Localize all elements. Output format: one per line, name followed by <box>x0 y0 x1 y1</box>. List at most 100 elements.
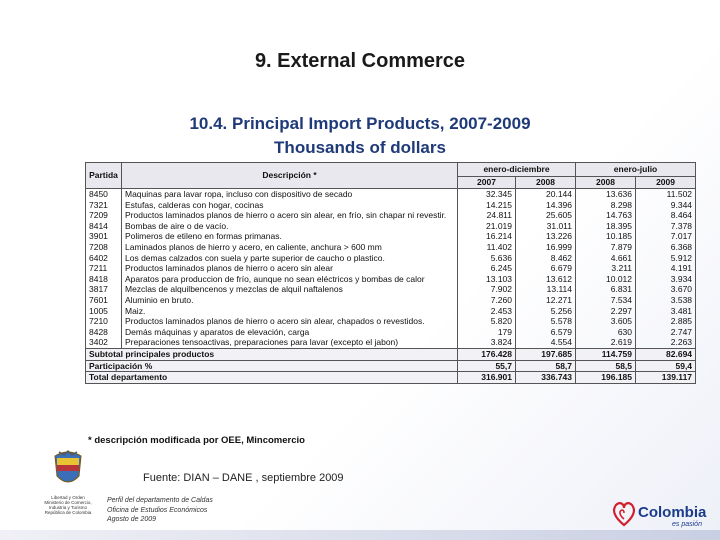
header-year: 2008 <box>514 176 577 189</box>
table-row: 8450 Maquinas para lavar ropa, incluso co… <box>85 187 697 200</box>
slide-title: 9. External Commerce <box>254 50 466 72</box>
value-cell: 2.263 <box>635 337 697 349</box>
table-row: 7321 Estufas, calderas con hogar, cocinas… <box>85 199 697 211</box>
partida-code: 8428 <box>85 326 122 338</box>
table-title: 10.4. Principal Import Products, 2007-20… <box>189 114 531 133</box>
ministry-line: Ministerio de Comercio, <box>44 500 92 505</box>
product-description: Los demas calzados con suela y parte sup… <box>121 252 458 264</box>
summary-row: Total departamento 316.901 336.743 196.185 1… <box>85 371 697 384</box>
profile-line: Agosto de 2009 <box>107 516 157 523</box>
product-description: Bombas de aire o de vacío. <box>121 220 458 232</box>
header-descripcion: Descripción * <box>121 162 458 189</box>
value-cell: 8.464 <box>635 210 697 221</box>
value-cell: 13.103 <box>457 273 516 285</box>
summary-value: 139.117 <box>635 371 697 384</box>
profile-line: Perfil del departamento de Caldas <box>107 497 213 504</box>
summary-value: 82.694 <box>635 347 697 361</box>
summary-value: 316.901 <box>457 371 516 384</box>
value-cell: 6.579 <box>514 326 577 338</box>
value-cell: 2.747 <box>635 326 697 338</box>
value-cell: 6.831 <box>575 284 637 295</box>
table-row: 7210 Productos laminados planos de hierro… <box>85 316 697 327</box>
partida-code: 6402 <box>85 252 122 264</box>
summary-value: 197.685 <box>514 347 577 361</box>
imports-table: Partida Descripción * enero-diciembre en… <box>85 162 697 384</box>
product-description: Demás máquinas y aparatos de elevación, … <box>121 326 458 338</box>
value-cell: 3.481 <box>635 305 697 317</box>
summary-label: Participación % <box>85 359 458 373</box>
footnote: * descripción modificada por OEE, Mincom… <box>88 435 305 446</box>
value-cell: 3.538 <box>635 294 697 306</box>
header-partida: Partida <box>85 162 122 189</box>
partida-code: 3901 <box>85 231 122 242</box>
value-cell: 14.763 <box>575 210 637 221</box>
partida-code: 1005 <box>85 305 122 317</box>
value-cell: 179 <box>457 326 516 338</box>
value-cell: 9.344 <box>635 199 697 211</box>
value-cell: 14.396 <box>514 199 577 211</box>
value-cell: 7.534 <box>575 294 637 306</box>
header-year: 2008 <box>575 176 637 189</box>
value-cell: 32.345 <box>457 187 516 200</box>
partida-code: 7601 <box>85 294 122 306</box>
summary-label: Subtotal principales productos <box>85 347 458 361</box>
product-description: Productos laminados planos de hierro o a… <box>121 263 458 274</box>
value-cell: 14.215 <box>457 199 516 211</box>
product-description: Preparaciones tensoactivas, preparacione… <box>121 337 458 349</box>
partida-code: 7321 <box>85 199 122 211</box>
value-cell: 4.191 <box>635 263 697 274</box>
summary-value: 196.185 <box>575 371 637 384</box>
product-description: Aluminio en bruto. <box>121 294 458 306</box>
profile-credit: Perfil del departamento de Caldas Oficin… <box>107 496 213 525</box>
header-enero-diciembre: enero-diciembre <box>456 162 577 177</box>
value-cell: 2.619 <box>575 337 637 349</box>
value-cell: 5.256 <box>514 305 577 317</box>
value-cell: 630 <box>575 326 637 338</box>
table-row: 7601 Aluminio en bruto. 7.260 12.271 7.534 3.… <box>85 294 697 306</box>
partida-code: 7208 <box>85 241 122 253</box>
bottom-bar <box>0 530 720 540</box>
colombia-brand-logo: Colombia es pasión <box>608 496 708 532</box>
value-cell: 12.271 <box>514 294 577 306</box>
brand-tagline: es pasión <box>672 521 702 528</box>
ministry-line: Industria y Turismo <box>48 505 87 510</box>
value-cell: 13.636 <box>575 187 637 200</box>
value-cell: 10.012 <box>575 273 637 285</box>
table-body: 8450 Maquinas para lavar ropa, incluso co… <box>85 187 697 349</box>
table-row: 8418 Aparatos para produccion de frío, au… <box>85 273 697 285</box>
summary-value: 58,5 <box>575 359 637 373</box>
partida-code: 7210 <box>85 316 122 327</box>
table-row: 6402 Los demas calzados con suela y parte… <box>85 252 697 264</box>
partida-code: 8414 <box>85 220 122 232</box>
table-row: 3817 Mezclas de alquilbencenos y mezclas … <box>85 284 697 295</box>
value-cell: 31.011 <box>514 220 577 232</box>
value-cell: 7.378 <box>635 220 697 232</box>
summary-value: 114.759 <box>575 347 637 361</box>
summary-value: 58,7 <box>514 359 577 373</box>
summary-row: Participación % 55,7 58,7 58,5 59,4 <box>85 359 697 373</box>
summary-value: 55,7 <box>457 359 516 373</box>
summary-row: Subtotal principales productos 176.428 197… <box>85 347 697 361</box>
partida-code: 7209 <box>85 210 122 221</box>
table-row: 7208 Laminados planos de hierro y acero, … <box>85 241 697 253</box>
value-cell: 24.811 <box>457 210 516 221</box>
ministry-line: Libertad y Orden <box>51 495 85 500</box>
value-cell: 13.612 <box>514 273 577 285</box>
value-cell: 2.297 <box>575 305 637 317</box>
partida-code: 8418 <box>85 273 122 285</box>
product-description: Productos laminados planos de hierro o a… <box>121 316 458 327</box>
value-cell: 25.605 <box>514 210 577 221</box>
table-row: 3901 Polimeros de etileno en formas prima… <box>85 231 697 242</box>
partida-code: 7211 <box>85 263 122 274</box>
header-year: 2009 <box>635 176 697 189</box>
summary-label: Total departamento <box>85 371 458 384</box>
product-description: Laminados planos de hierro y acero, en c… <box>121 241 458 253</box>
table-row: 1005 Maiz. 2.453 5.256 2.297 3.481 <box>85 305 697 317</box>
product-description: Mezclas de alquilbencenos y mezclas de a… <box>121 284 458 295</box>
value-cell: 21.019 <box>457 220 516 232</box>
value-cell: 3.670 <box>635 284 697 295</box>
value-cell: 5.820 <box>457 316 516 327</box>
value-cell: 11.402 <box>457 241 516 253</box>
table-units: Thousands of dollars <box>274 138 446 157</box>
product-description: Productos laminados planos de hierro o a… <box>121 210 458 221</box>
